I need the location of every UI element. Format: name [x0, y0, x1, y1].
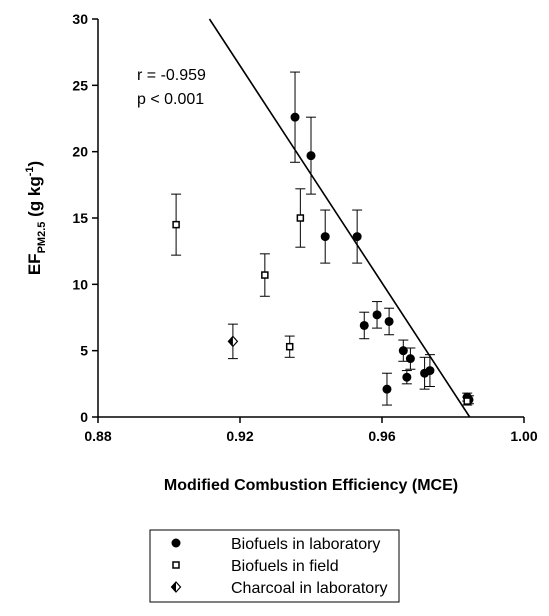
- fit-line: [208, 18, 471, 418]
- y-label-sup: -1: [24, 167, 36, 177]
- y-tick-label: 10: [72, 276, 88, 292]
- point: [306, 151, 316, 161]
- x-tick-label: 0.92: [226, 428, 253, 444]
- point: [372, 310, 382, 320]
- y-tick-label: 0: [80, 409, 88, 425]
- x-tick-label: 0.88: [84, 428, 111, 444]
- point: [425, 366, 435, 376]
- point: [285, 342, 294, 351]
- point: [382, 384, 392, 394]
- point: [359, 320, 369, 330]
- legend-label: Biofuels in field: [231, 558, 339, 575]
- y-label-sub: PM2.5: [36, 222, 48, 254]
- y-label-unit: ): [25, 161, 44, 167]
- point: [405, 354, 415, 364]
- diamond-fill: [171, 582, 176, 592]
- legend-label: Charcoal in laboratory: [231, 580, 388, 597]
- x-axis-label: Modified Combustion Efficiency (MCE): [164, 477, 458, 494]
- point: [463, 397, 471, 405]
- y-label-main: EF: [25, 253, 44, 275]
- annotation: p < 0.001: [137, 91, 204, 108]
- point: [170, 581, 182, 593]
- y-tick-label: 30: [72, 11, 88, 27]
- x-tick-label: 0.96: [368, 428, 395, 444]
- y-tick-label: 25: [72, 77, 88, 93]
- point: [352, 232, 362, 242]
- legend-label: Biofuels in laboratory: [231, 536, 380, 553]
- point: [402, 372, 412, 382]
- legend-box: [149, 529, 400, 603]
- y-axis-label: EFPM2.5 (g kg-1): [24, 161, 48, 275]
- point: [172, 561, 180, 569]
- y-tick-label: 15: [72, 210, 88, 226]
- y-label-unit: (g kg: [25, 176, 44, 217]
- annotation: r = -0.959: [137, 67, 206, 84]
- point: [290, 112, 300, 122]
- point: [320, 232, 330, 242]
- diamond-fill: [228, 336, 233, 347]
- y-tick-label: 20: [72, 144, 88, 160]
- y-tick-label: 5: [80, 343, 88, 359]
- point: [384, 316, 394, 326]
- point: [261, 271, 269, 279]
- point: [296, 214, 305, 222]
- point: [227, 335, 239, 348]
- x-tick-label: 1.00: [510, 428, 537, 444]
- point: [172, 220, 180, 229]
- point: [171, 538, 181, 548]
